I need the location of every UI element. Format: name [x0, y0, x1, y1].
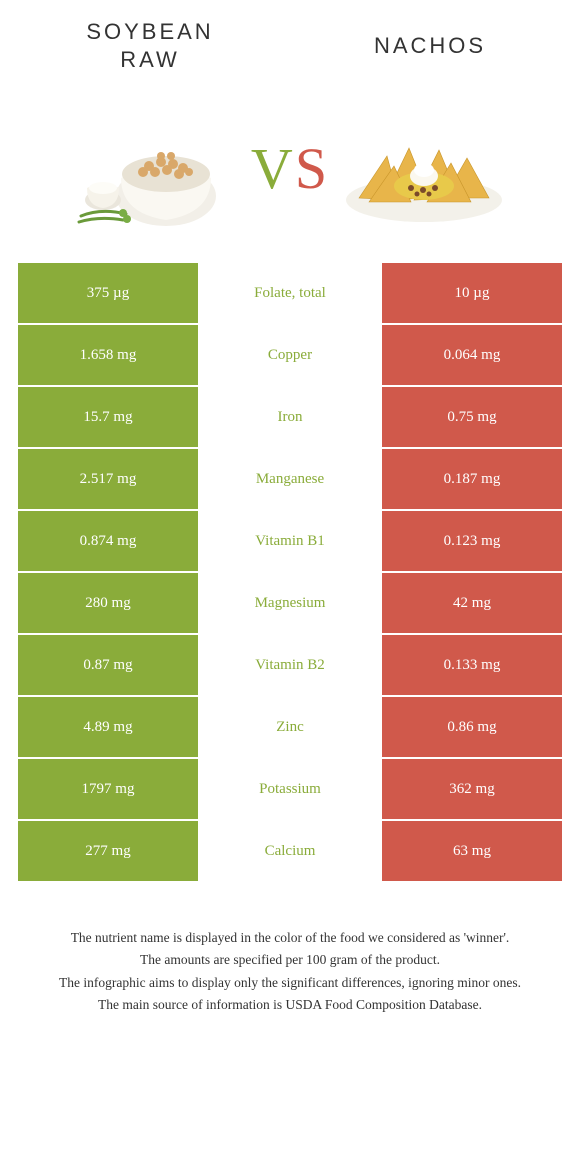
nutrient-name: Magnesium [198, 573, 382, 633]
right-value: 0.86 mg [382, 697, 562, 757]
table-row: 15.7 mgIron0.75 mg [18, 387, 562, 447]
table-row: 277 mgCalcium63 mg [18, 821, 562, 881]
nutrient-name: Vitamin B1 [198, 511, 382, 571]
nutrient-name: Manganese [198, 449, 382, 509]
vs-label: VS [251, 135, 329, 202]
vs-v: V [251, 136, 295, 201]
nutrient-table: 375 µgFolate, total10 µg1.658 mgCopper0.… [0, 263, 580, 883]
nutrient-name: Calcium [198, 821, 382, 881]
images-row: VS [0, 83, 580, 263]
right-value: 10 µg [382, 263, 562, 323]
table-row: 0.874 mgVitamin B10.123 mg [18, 511, 562, 571]
left-value: 0.87 mg [18, 635, 198, 695]
left-value: 1797 mg [18, 759, 198, 819]
left-value: 280 mg [18, 573, 198, 633]
right-value: 63 mg [382, 821, 562, 881]
right-value: 0.133 mg [382, 635, 562, 695]
table-row: 375 µgFolate, total10 µg [18, 263, 562, 323]
left-value: 0.874 mg [18, 511, 198, 571]
table-row: 1797 mgPotassium362 mg [18, 759, 562, 819]
nutrient-name: Zinc [198, 697, 382, 757]
nutrient-name: Copper [198, 325, 382, 385]
title-right: NACHOS [290, 32, 570, 60]
nutrient-name: Potassium [198, 759, 382, 819]
left-value: 2.517 mg [18, 449, 198, 509]
left-value: 1.658 mg [18, 325, 198, 385]
nutrient-name: Folate, total [198, 263, 382, 323]
table-row: 0.87 mgVitamin B20.133 mg [18, 635, 562, 695]
table-row: 280 mgMagnesium42 mg [18, 573, 562, 633]
footnotes: The nutrient name is displayed in the co… [0, 883, 580, 1037]
soybean-image [71, 108, 241, 228]
left-value: 15.7 mg [18, 387, 198, 447]
footnote-line: The main source of information is USDA F… [30, 995, 550, 1015]
left-value: 277 mg [18, 821, 198, 881]
footnote-line: The infographic aims to display only the… [30, 973, 550, 993]
header: SOYBEANRAW NACHOS [0, 0, 580, 83]
left-value: 4.89 mg [18, 697, 198, 757]
title-left: SOYBEANRAW [10, 18, 290, 73]
footnote-line: The nutrient name is displayed in the co… [30, 928, 550, 948]
right-value: 362 mg [382, 759, 562, 819]
right-value: 0.187 mg [382, 449, 562, 509]
nutrient-name: Iron [198, 387, 382, 447]
right-value: 0.064 mg [382, 325, 562, 385]
vs-s: S [295, 136, 329, 201]
nutrient-name: Vitamin B2 [198, 635, 382, 695]
table-row: 2.517 mgManganese0.187 mg [18, 449, 562, 509]
table-row: 1.658 mgCopper0.064 mg [18, 325, 562, 385]
nachos-image [339, 108, 509, 228]
right-value: 42 mg [382, 573, 562, 633]
left-value: 375 µg [18, 263, 198, 323]
right-value: 0.75 mg [382, 387, 562, 447]
footnote-line: The amounts are specified per 100 gram o… [30, 950, 550, 970]
right-value: 0.123 mg [382, 511, 562, 571]
table-row: 4.89 mgZinc0.86 mg [18, 697, 562, 757]
